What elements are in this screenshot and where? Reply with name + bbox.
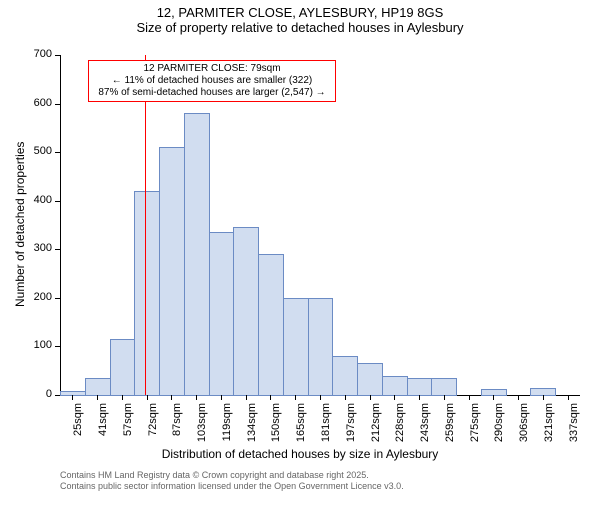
chart-title-sub: Size of property relative to detached ho… [0,20,600,35]
x-tick-label: 290sqm [493,403,505,443]
y-tick [55,249,60,250]
chart-container: 12, PARMITER CLOSE, AYLESBURY, HP19 8GS … [0,5,600,505]
y-tick [55,201,60,202]
histogram-bar [209,232,235,396]
y-axis-line [60,55,61,395]
x-tick-label: 103sqm [196,403,208,443]
annotation-line3: 87% of semi-detached houses are larger (… [93,87,331,99]
annotation-line1: 12 PARMITER CLOSE: 79sqm [93,63,331,75]
marker-line [145,55,146,395]
y-tick [55,346,60,347]
x-tick [147,395,148,400]
histogram-bar [184,113,210,396]
x-tick [97,395,98,400]
x-tick-label: 259sqm [444,403,456,443]
x-tick [543,395,544,400]
x-tick-label: 25sqm [72,403,84,443]
y-axis-label: Number of detached properties [13,147,27,307]
annotation-line2: ← 11% of detached houses are smaller (32… [93,75,331,87]
attribution-line1: Contains HM Land Registry data © Crown c… [60,470,404,481]
y-tick [55,55,60,56]
y-tick-label: 300 [20,242,52,254]
y-tick [55,104,60,105]
x-tick-label: 337sqm [568,403,580,443]
x-tick-label: 41sqm [97,403,109,443]
x-tick-label: 134sqm [246,403,258,443]
y-tick-label: 600 [20,97,52,109]
histogram-bar [283,298,309,396]
x-axis-label: Distribution of detached houses by size … [0,447,600,461]
x-tick [246,395,247,400]
annotation-box: 12 PARMITER CLOSE: 79sqm← 11% of detache… [88,60,336,102]
x-tick [469,395,470,400]
x-tick-label: 119sqm [221,403,233,443]
x-tick-label: 165sqm [295,403,307,443]
histogram-bar [159,147,185,396]
x-tick-label: 150sqm [270,403,282,443]
x-tick-label: 212sqm [370,403,382,443]
histogram-bar [382,376,408,396]
chart-title-main: 12, PARMITER CLOSE, AYLESBURY, HP19 8GS [0,5,600,20]
x-tick-label: 57sqm [122,403,134,443]
attribution-line2: Contains public sector information licen… [60,481,404,492]
y-tick-label: 500 [20,145,52,157]
x-tick-label: 243sqm [419,403,431,443]
x-tick [221,395,222,400]
x-tick [320,395,321,400]
y-tick [55,298,60,299]
x-tick [419,395,420,400]
x-tick [345,395,346,400]
x-tick-label: 275sqm [469,403,481,443]
x-tick [518,395,519,400]
y-tick-label: 0 [20,388,52,400]
y-tick-label: 400 [20,194,52,206]
attribution-text: Contains HM Land Registry data © Crown c… [60,470,404,492]
x-tick [394,395,395,400]
x-tick [444,395,445,400]
y-tick-label: 200 [20,291,52,303]
x-tick-label: 87sqm [171,403,183,443]
x-tick [370,395,371,400]
x-tick-label: 321sqm [543,403,555,443]
histogram-bar [357,363,383,396]
histogram-bar [308,298,334,396]
x-tick-label: 197sqm [345,403,357,443]
histogram-bar [233,227,259,396]
x-tick-label: 181sqm [320,403,332,443]
histogram-bar [134,191,160,396]
histogram-bar [110,339,136,396]
histogram-bar [258,254,284,396]
y-tick [55,152,60,153]
x-tick-label: 228sqm [394,403,406,443]
x-tick [493,395,494,400]
x-tick-label: 72sqm [147,403,159,443]
x-tick [72,395,73,400]
y-tick-label: 700 [20,48,52,60]
x-tick [196,395,197,400]
plot-area: 010020030040050060070025sqm41sqm57sqm72s… [60,55,580,395]
histogram-bar [431,378,457,396]
x-tick [270,395,271,400]
histogram-bar [407,378,433,396]
histogram-bar [332,356,358,396]
x-tick [171,395,172,400]
x-tick [122,395,123,400]
x-tick [568,395,569,400]
histogram-bar [85,378,111,396]
x-tick-label: 306sqm [518,403,530,443]
x-tick [295,395,296,400]
y-tick-label: 100 [20,339,52,351]
